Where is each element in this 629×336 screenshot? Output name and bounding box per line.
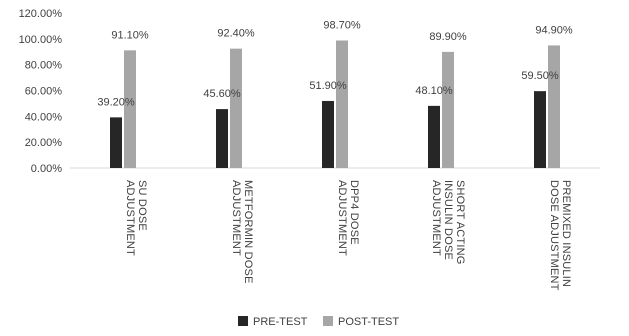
- legend-swatch: [238, 316, 248, 326]
- y-axis: 0.00% 20.00% 40.00% 60.00% 80.00% 100.00% 120.…: [19, 8, 63, 175]
- data-label: 39.20%: [97, 96, 135, 108]
- data-label: 45.60%: [203, 88, 241, 100]
- data-label: 89.90%: [429, 31, 467, 43]
- category-label: ADJUSTMENT: [336, 180, 348, 256]
- legend-label: PRE-TEST: [253, 316, 308, 328]
- category-label: METFORMIN DOSE: [242, 180, 254, 284]
- bar-post-test: [230, 48, 242, 168]
- bar-post-test: [336, 40, 348, 169]
- data-label: 94.90%: [535, 24, 573, 36]
- data-labels: 39.20% 91.10% 45.60% 92.40% 51.90% 98.70% 48.1…: [97, 20, 573, 109]
- category-label: ADJUSTMENT: [124, 180, 136, 256]
- legend-swatch: [323, 316, 333, 326]
- bar-pre-test: [322, 100, 334, 168]
- bar-post-test: [548, 45, 560, 168]
- y-tick-label: 80.00%: [25, 60, 63, 72]
- data-label: 98.70%: [323, 20, 361, 32]
- bar-pre-test: [216, 109, 228, 168]
- bar-post-test: [124, 50, 136, 169]
- category-label: SU DOSE: [136, 180, 148, 231]
- y-tick-label: 0.00%: [31, 163, 62, 175]
- y-tick-label: 100.00%: [19, 34, 63, 46]
- y-tick-label: 60.00%: [25, 86, 63, 98]
- category-label: PREMIXED INSULIN: [560, 180, 572, 287]
- data-label: 91.10%: [111, 29, 149, 41]
- bar-post-test: [442, 51, 454, 168]
- bars: [110, 40, 560, 169]
- category-label: INSULIN DOSE: [442, 180, 454, 260]
- y-tick-label: 40.00%: [25, 111, 63, 123]
- category-label: SHORT ACTING: [454, 180, 466, 265]
- bar-pre-test: [428, 105, 440, 168]
- bar-pre-test: [110, 117, 122, 168]
- y-tick-label: 120.00%: [19, 8, 63, 20]
- legend-label: POST-TEST: [338, 316, 399, 328]
- category-label: DOSE ADJUSTMENT: [548, 180, 560, 291]
- legend: PRE-TEST POST-TEST: [238, 316, 399, 328]
- category-label: ADJUSTMENT: [230, 180, 242, 256]
- category-label: ADJUSTMENT: [430, 180, 442, 256]
- data-label: 92.40%: [217, 28, 255, 40]
- bar-pre-test: [534, 91, 546, 168]
- data-label: 59.50%: [521, 70, 559, 82]
- y-tick-label: 20.00%: [25, 137, 63, 149]
- data-label: 51.90%: [309, 80, 347, 92]
- category-label: DPP4 DOSE: [348, 180, 360, 245]
- data-label: 48.10%: [415, 85, 453, 97]
